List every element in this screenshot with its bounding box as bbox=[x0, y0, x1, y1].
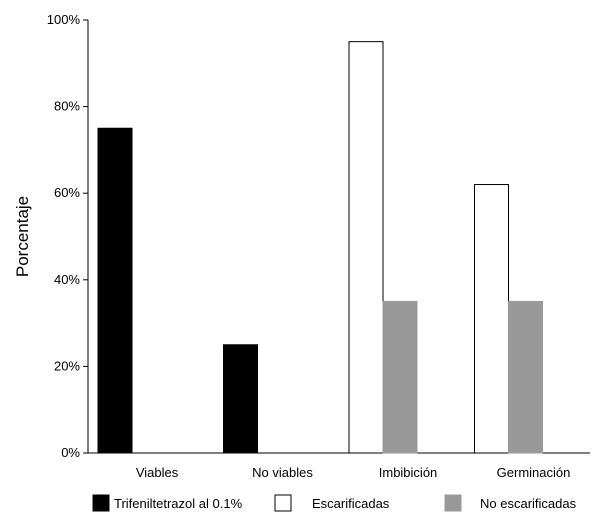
y-tick-label: 100% bbox=[47, 12, 81, 27]
legend-label: Escarificadas bbox=[312, 496, 390, 511]
category-label: Imbibición bbox=[379, 465, 438, 480]
bar-trifeniltetrazol bbox=[97, 127, 133, 454]
bars bbox=[97, 41, 543, 454]
legend-label: Trifeniltetrazol al 0.1% bbox=[114, 496, 243, 511]
bar-escarificadas bbox=[348, 41, 384, 454]
y-axis-ticks: 0% 20% 40% 60% 80% 100% bbox=[47, 12, 88, 460]
category-labels: Viables No viables Imbibición Germinación bbox=[136, 465, 571, 480]
y-axis-title: Porcentaje bbox=[13, 196, 32, 277]
category-label: Germinación bbox=[497, 465, 571, 480]
category-label: Viables bbox=[136, 465, 179, 480]
legend-swatch bbox=[274, 494, 292, 512]
y-tick-label: 60% bbox=[54, 185, 80, 200]
legend: Trifeniltetrazol al 0.1% Escarificadas No … bbox=[92, 494, 577, 512]
y-tick-label: 20% bbox=[54, 358, 80, 373]
bar-escarificadas bbox=[474, 184, 509, 454]
bar-trifeniltetrazol bbox=[223, 344, 258, 454]
bar-no-escarificadas bbox=[382, 300, 418, 454]
legend-swatch bbox=[92, 494, 110, 512]
legend-swatch bbox=[444, 494, 462, 512]
y-tick-label: 80% bbox=[54, 99, 80, 114]
category-label: No viables bbox=[252, 465, 313, 480]
y-tick-label: 0% bbox=[61, 445, 80, 460]
legend-label: No escarificadas bbox=[480, 496, 577, 511]
bar-no-escarificadas bbox=[508, 300, 543, 454]
y-tick-label: 40% bbox=[54, 272, 80, 287]
